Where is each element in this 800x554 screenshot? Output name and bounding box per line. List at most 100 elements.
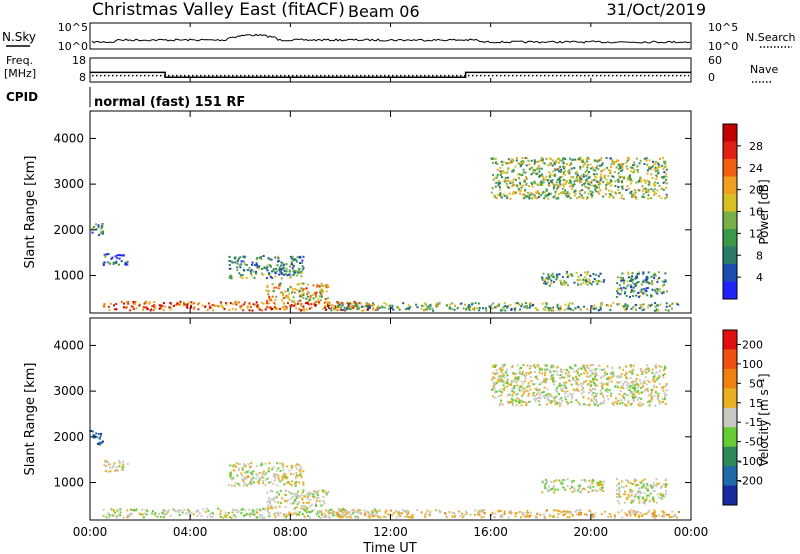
echo-cell — [124, 261, 127, 264]
echo-cell — [601, 387, 604, 390]
echo-cell — [616, 303, 619, 306]
echo-cell — [497, 184, 500, 187]
echo-cell — [624, 404, 627, 407]
echo-cell — [121, 466, 124, 469]
echo-cell — [545, 188, 548, 191]
echo-cell — [565, 381, 568, 384]
echo-cell — [658, 400, 661, 403]
echo-cell — [629, 191, 632, 194]
echo-cell — [656, 175, 658, 178]
echo-cell — [647, 511, 650, 514]
echo-cell — [652, 377, 655, 380]
echo-cell — [644, 376, 647, 379]
echo-cell — [654, 274, 657, 277]
echo-cell — [512, 373, 515, 376]
echo-cell — [637, 490, 640, 493]
echo-cell — [506, 385, 509, 388]
echo-cell — [665, 182, 668, 185]
echo-cell — [505, 179, 508, 182]
echo-cell — [593, 395, 596, 398]
echo-cell — [590, 390, 593, 393]
echo-cell — [648, 509, 651, 512]
echo-cell — [581, 388, 584, 391]
echo-cell — [328, 304, 331, 307]
echo-cell — [660, 497, 663, 500]
echo-cell — [269, 501, 271, 503]
echo-cell — [639, 176, 642, 179]
echo-cell — [560, 283, 563, 286]
echo-cell — [532, 383, 535, 386]
echo-cell — [337, 515, 340, 518]
echo-cell — [302, 305, 305, 308]
echo-cell — [638, 490, 641, 493]
echo-cell — [625, 404, 628, 407]
echo-cell — [468, 309, 471, 311]
echo-cell — [510, 400, 513, 403]
echo-cell — [506, 381, 509, 384]
echo-cell — [499, 170, 502, 173]
echo-cell — [245, 475, 248, 478]
echo-cell — [570, 176, 573, 179]
echo-cell — [216, 305, 219, 308]
echo-cell — [285, 514, 288, 517]
echo-cell — [501, 172, 504, 175]
echo-cell — [276, 491, 279, 494]
echo-cell — [585, 174, 588, 177]
echo-cell — [647, 401, 649, 403]
echo-cell — [615, 495, 618, 498]
echo-cell — [555, 396, 558, 399]
echo-cell — [277, 513, 280, 515]
echo-cell — [574, 194, 577, 197]
echo-cell — [107, 461, 109, 463]
echo-cell — [657, 514, 660, 517]
echo-cell — [306, 508, 309, 511]
echo-cell — [619, 169, 622, 172]
echo-cell — [265, 305, 268, 308]
echo-cell — [651, 515, 654, 518]
echo-cell — [552, 379, 554, 381]
echo-cell — [239, 276, 242, 279]
echo-cell — [614, 385, 617, 388]
echo-cell — [262, 274, 265, 276]
echo-cell — [569, 510, 572, 513]
echo-cell — [181, 511, 184, 514]
echo-cell — [302, 491, 305, 494]
echo-cell — [620, 373, 623, 376]
echo-cell — [526, 307, 529, 309]
echo-cell — [522, 159, 525, 162]
echo-cell — [232, 464, 235, 466]
echo-cell — [634, 191, 637, 194]
echo-cell — [566, 271, 569, 273]
echo-cell — [591, 478, 594, 481]
echo-cell — [627, 158, 630, 161]
echo-cell — [573, 183, 576, 186]
echo-cell — [478, 309, 481, 312]
echo-cell — [577, 305, 580, 308]
echo-cell — [648, 282, 651, 285]
echo-cell — [249, 481, 252, 484]
echo-cell — [626, 372, 629, 375]
echo-cell — [300, 295, 303, 298]
echo-cell — [595, 166, 598, 169]
echo-cell — [115, 303, 118, 305]
echo-cell — [513, 391, 516, 394]
echo-cell — [316, 284, 319, 287]
echo-cell — [616, 489, 618, 492]
echo-cell — [653, 188, 656, 191]
echo-cell — [286, 296, 289, 299]
echo-cell — [145, 513, 148, 516]
echo-cell — [313, 497, 316, 500]
echo-cell — [495, 177, 498, 180]
echo-cell — [558, 382, 561, 385]
echo-cell — [290, 514, 293, 516]
echo-cell — [515, 400, 518, 403]
echo-cell — [290, 256, 293, 259]
echo-cell — [108, 516, 111, 519]
echo-cell — [373, 507, 376, 510]
echo-cell — [656, 288, 659, 291]
echo-cell — [594, 373, 597, 376]
echo-cell — [588, 509, 591, 512]
echo-cell — [502, 193, 505, 196]
echo-cell — [300, 505, 303, 507]
